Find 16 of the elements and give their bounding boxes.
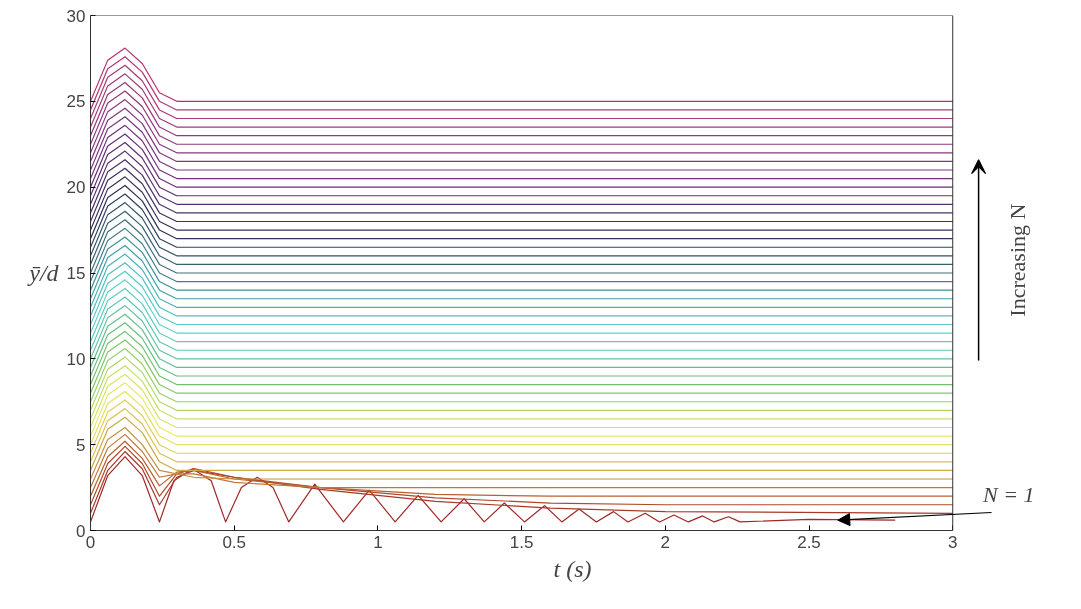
x-tick-label: 3 bbox=[947, 532, 958, 552]
y-tick-label: 10 bbox=[66, 349, 86, 369]
y-axis-title: ȳ/d bbox=[27, 260, 60, 286]
x-tick-label: 2.5 bbox=[797, 532, 821, 552]
x-tick-label: 1.5 bbox=[509, 532, 534, 552]
y-tick-label: 30 bbox=[66, 6, 86, 26]
x-tick-label: 2 bbox=[660, 532, 671, 552]
y-tick-label: 5 bbox=[76, 435, 86, 455]
annotation: N = 1 bbox=[982, 482, 1035, 508]
y-tick-label: 20 bbox=[66, 178, 86, 198]
text: Increasing N bbox=[1004, 203, 1030, 317]
y-tick-label: 25 bbox=[66, 92, 86, 112]
x-tick-label: 1 bbox=[373, 532, 383, 552]
x-axis-title: t (s) bbox=[553, 555, 592, 582]
y-tick-label: 15 bbox=[66, 264, 86, 283]
x-tick-label: 0.5 bbox=[222, 532, 247, 552]
